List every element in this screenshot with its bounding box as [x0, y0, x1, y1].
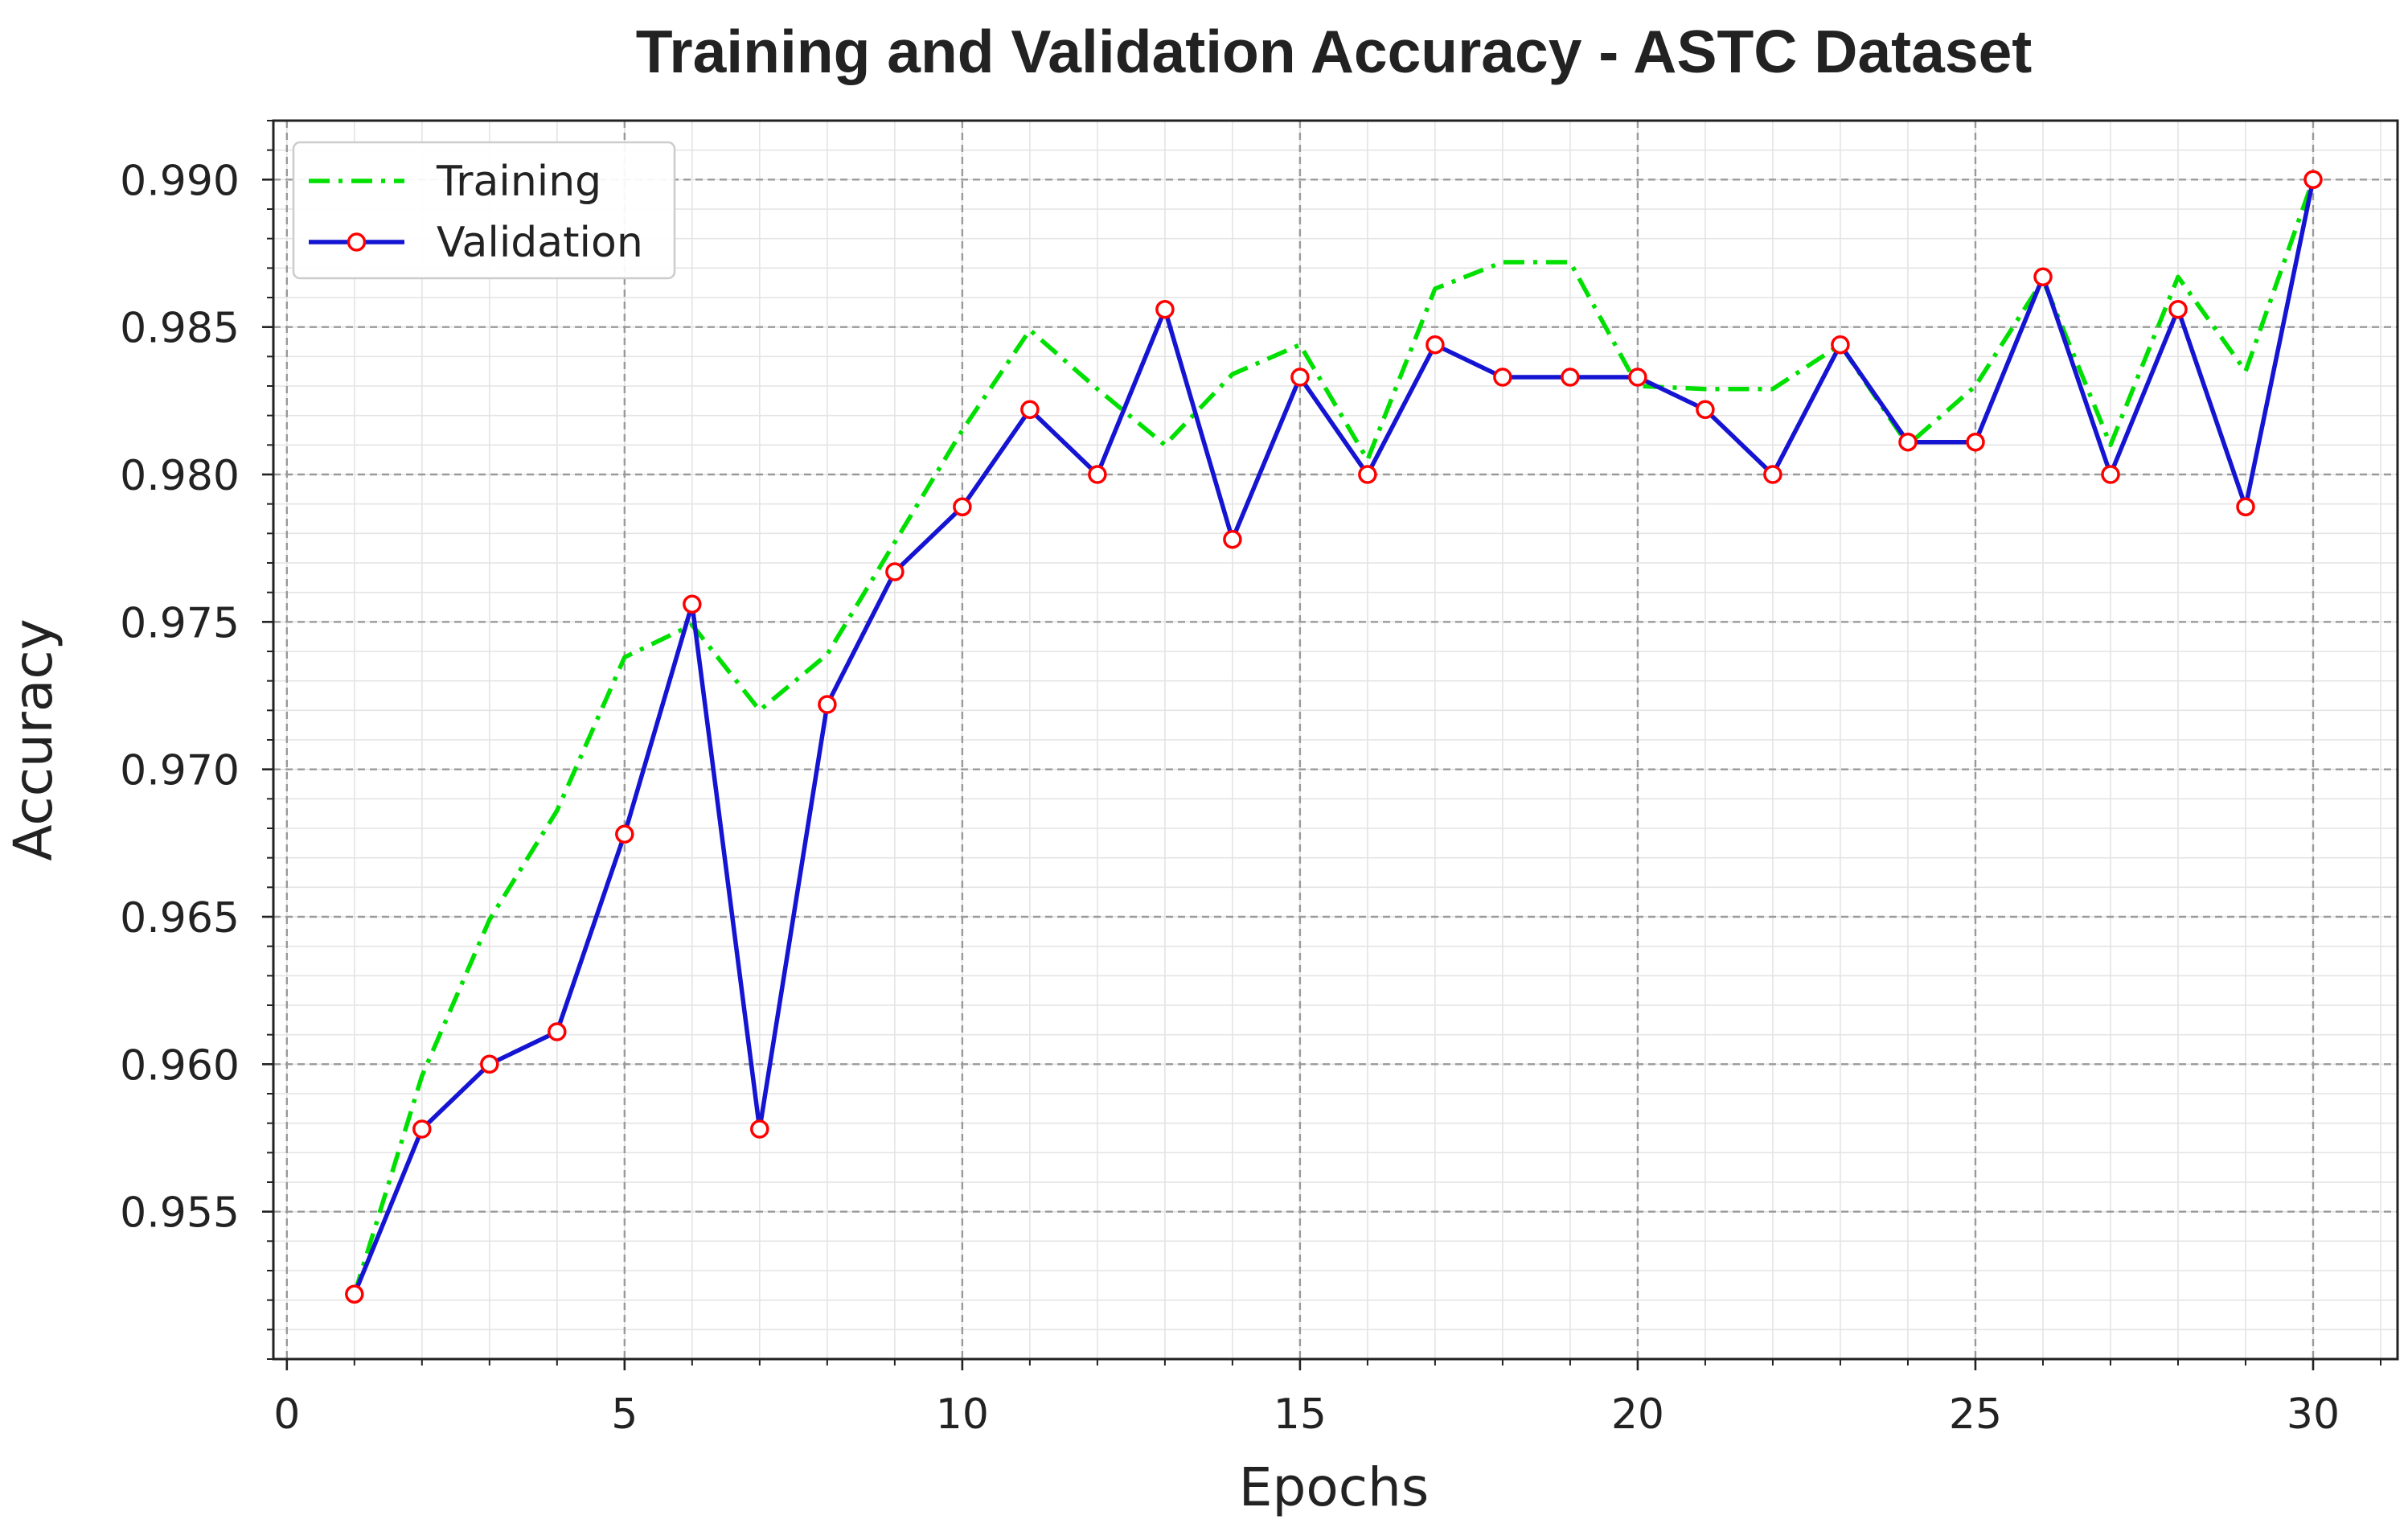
- chart-title: Training and Validation Accuracy - ASTC …: [636, 18, 2033, 85]
- validation-point: [683, 594, 702, 614]
- validation-point: [548, 1022, 567, 1041]
- validation-point: [412, 1119, 432, 1139]
- validation-point: [1358, 465, 1377, 484]
- x-tick-label: 30: [2287, 1390, 2340, 1439]
- validation-point: [2303, 170, 2323, 190]
- validation-point: [818, 695, 837, 714]
- legend-training-label: Training: [436, 158, 601, 206]
- legend: Training Validation: [292, 141, 676, 280]
- y-tick-label: 0.975: [120, 599, 240, 647]
- y-tick-label: 0.980: [120, 452, 240, 500]
- y-tick-label: 0.970: [120, 747, 240, 795]
- validation-point: [615, 824, 634, 844]
- legend-validation-marker: [347, 232, 367, 252]
- validation-line: [352, 179, 2316, 1296]
- validation-point: [885, 562, 905, 581]
- legend-validation-label: Validation: [437, 219, 643, 267]
- y-tick-label: 0.985: [120, 305, 240, 353]
- validation-point: [480, 1054, 499, 1074]
- y-tick-label: 0.960: [120, 1041, 240, 1090]
- validation-point: [1223, 529, 1242, 549]
- validation-point: [345, 1284, 364, 1304]
- validation-point: [1561, 368, 1580, 387]
- validation-point: [1493, 368, 1512, 387]
- series-layer: [352, 179, 2316, 1296]
- validation-point: [1628, 368, 1647, 387]
- validation-point: [2168, 299, 2188, 319]
- validation-point: [1426, 335, 1445, 355]
- y-tick-label: 0.990: [120, 157, 240, 205]
- validation-point: [1020, 400, 1040, 420]
- validation-point: [1696, 400, 1715, 420]
- x-tick-label: 10: [936, 1390, 989, 1439]
- x-axis-label: Epochs: [1239, 1456, 1429, 1518]
- validation-point: [750, 1119, 769, 1139]
- y-tick-label: 0.955: [120, 1189, 240, 1238]
- validation-point: [1966, 432, 1985, 452]
- axis-ticks: [262, 120, 2381, 1370]
- validation-point: [2033, 267, 2053, 287]
- validation-point: [1763, 465, 1782, 484]
- validation-point: [1831, 335, 1850, 355]
- major-grid: [273, 121, 2398, 1359]
- validation-point: [1290, 368, 1310, 387]
- tick-labels: 0 5 10 15 20 25 30 0.955 0.960 0.965 0.970 0.975 0.9…: [120, 157, 2340, 1439]
- x-tick-label: 0: [273, 1390, 300, 1439]
- x-tick-label: 15: [1274, 1390, 1327, 1439]
- y-axis-label: Accuracy: [2, 618, 64, 860]
- x-tick-label: 5: [611, 1390, 638, 1439]
- marker-layer: [345, 170, 2323, 1304]
- validation-point: [1155, 299, 1175, 319]
- validation-point: [2236, 497, 2255, 517]
- y-tick-label: 0.965: [120, 894, 240, 943]
- validation-point: [2101, 465, 2120, 484]
- validation-point: [953, 497, 972, 517]
- validation-point: [1088, 465, 1107, 484]
- x-tick-label: 20: [1611, 1390, 1664, 1439]
- validation-point: [1898, 432, 1918, 452]
- x-tick-label: 25: [1949, 1390, 2002, 1439]
- training-line: [352, 179, 2316, 1296]
